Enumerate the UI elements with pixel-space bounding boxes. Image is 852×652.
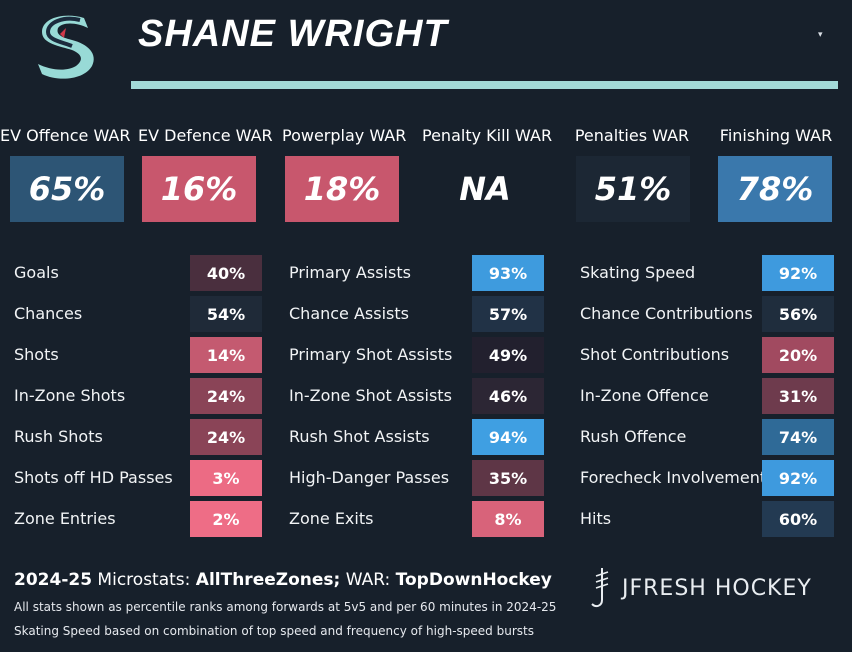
season: 2024-25: [14, 570, 93, 590]
war-value-ev-offence: 65%: [10, 156, 124, 222]
war-label-powerplay: Powerplay WAR: [282, 126, 407, 145]
stat-label-hits: Hits: [580, 509, 612, 528]
stat-label-shots-off-hd-passes: Shots off HD Passes: [14, 468, 173, 487]
stat-value-chance-assists: 57%: [472, 296, 544, 332]
player-name: SHANE WRIGHT: [138, 13, 448, 55]
microstats-text: Microstats:: [92, 570, 196, 590]
war-value-powerplay: 18%: [285, 156, 399, 222]
war-label-ev-defence: EV Defence WAR: [138, 126, 273, 145]
chevron-down-icon[interactable]: ▾: [818, 30, 823, 40]
war-value-penalty-kill: NA: [428, 156, 542, 222]
stat-label-primary-shot-assists: Primary Shot Assists: [289, 345, 453, 364]
footnote-percentile: All stats shown as percentile ranks amon…: [14, 600, 557, 614]
brand-name: JFRESH HOCKEY: [622, 575, 812, 601]
footnote-skating-speed: Skating Speed based on combination of to…: [14, 624, 534, 638]
stat-value-in-zone-shots: 24%: [190, 378, 262, 414]
stat-value-shots-off-hd-passes: 3%: [190, 460, 262, 496]
stat-value-high-danger-passes: 35%: [472, 460, 544, 496]
stat-label-goals: Goals: [14, 263, 59, 282]
jfresh-stick-logo-icon: [591, 568, 609, 608]
war-label-finishing: Finishing WAR: [719, 126, 833, 145]
stat-label-chance-contributions: Chance Contributions: [580, 304, 753, 323]
stat-label-skating-speed: Skating Speed: [580, 263, 696, 282]
stat-value-shots: 14%: [190, 337, 262, 373]
source-credits: 2024-25 Microstats: AllThreeZones; WAR: …: [14, 569, 552, 591]
stat-label-chance-assists: Chance Assists: [289, 304, 409, 323]
stat-value-zone-entries: 2%: [190, 501, 262, 537]
microstats-source: AllThreeZones;: [195, 570, 341, 590]
stat-label-primary-assists: Primary Assists: [289, 263, 411, 282]
brand-logo: JFRESH HOCKEY: [590, 566, 812, 610]
stat-value-rush-shot-assists: 94%: [472, 419, 544, 455]
stat-label-shot-contributions: Shot Contributions: [580, 345, 730, 364]
stat-label-high-danger-passes: High-Danger Passes: [289, 468, 450, 487]
title-underline: [131, 81, 838, 89]
team-logo: [26, 8, 106, 84]
war-label-penalty-kill: Penalty Kill WAR: [422, 126, 553, 145]
stat-label-zone-exits: Zone Exits: [289, 509, 374, 528]
stat-label-rush-offence: Rush Offence: [580, 427, 687, 446]
war-label-ev-offence: EV Offence WAR: [0, 126, 131, 145]
stat-value-in-zone-shot-assists: 46%: [472, 378, 544, 414]
stat-label-in-zone-offence: In-Zone Offence: [580, 386, 709, 405]
stat-value-goals: 40%: [190, 255, 262, 291]
stat-label-chances: Chances: [14, 304, 83, 323]
stat-value-forecheck-involvement: 92%: [762, 460, 834, 496]
war-value-penalties: 51%: [576, 156, 690, 222]
stat-value-shot-contributions: 20%: [762, 337, 834, 373]
war-source: TopDownHockey: [395, 570, 552, 590]
stat-label-zone-entries: Zone Entries: [14, 509, 116, 528]
stat-value-primary-assists: 93%: [472, 255, 544, 291]
kraken-s-logo-icon: [38, 15, 94, 79]
stat-label-forecheck-involvement: Forecheck Involvement: [580, 468, 767, 487]
stat-label-rush-shots: Rush Shots: [14, 427, 103, 446]
stat-value-primary-shot-assists: 49%: [472, 337, 544, 373]
stat-label-in-zone-shot-assists: In-Zone Shot Assists: [289, 386, 452, 405]
stat-label-shots: Shots: [14, 345, 59, 364]
stat-label-in-zone-shots: In-Zone Shots: [14, 386, 126, 405]
war-value-ev-defence: 16%: [142, 156, 256, 222]
stat-value-rush-shots: 24%: [190, 419, 262, 455]
war-text: WAR:: [340, 570, 396, 590]
stat-value-rush-offence: 74%: [762, 419, 834, 455]
stat-value-skating-speed: 92%: [762, 255, 834, 291]
stat-value-hits: 60%: [762, 501, 834, 537]
stat-label-rush-shot-assists: Rush Shot Assists: [289, 427, 430, 446]
stat-value-chance-contributions: 56%: [762, 296, 834, 332]
war-value-finishing: 78%: [718, 156, 832, 222]
stat-value-zone-exits: 8%: [472, 501, 544, 537]
stat-value-in-zone-offence: 31%: [762, 378, 834, 414]
war-label-penalties: Penalties WAR: [574, 126, 690, 145]
stat-value-chances: 54%: [190, 296, 262, 332]
